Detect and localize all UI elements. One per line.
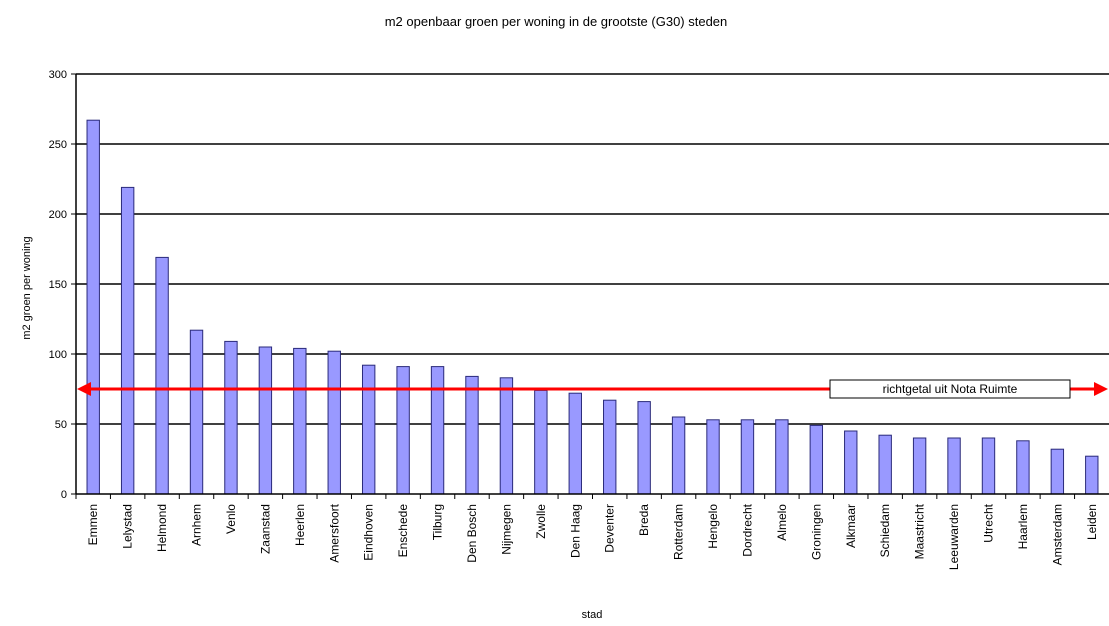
y-tick-label: 250	[49, 139, 67, 151]
bar	[568, 392, 582, 495]
reference-arrow-left-icon	[77, 382, 91, 396]
x-axis-category-labels: Emmen Lelystad Helmond Arnhem Venlo Zaanstad H…	[75, 494, 1099, 570]
x-category-label: Schiedam	[878, 504, 892, 557]
x-category-label: Almelo	[775, 504, 789, 541]
x-category-label: Rotterdam	[672, 504, 686, 560]
bar	[844, 430, 858, 495]
bar	[155, 256, 169, 495]
x-category-label: Breda	[637, 504, 651, 536]
bar	[809, 424, 824, 495]
x-category-label: Amersfoort	[327, 503, 341, 562]
bar	[189, 329, 204, 495]
x-axis-title: stad	[582, 609, 603, 621]
bar	[740, 419, 755, 495]
y-tick-label: 300	[49, 69, 67, 81]
bar	[671, 416, 686, 495]
bar	[430, 366, 445, 495]
bars	[86, 119, 1099, 495]
bar	[1085, 455, 1099, 495]
x-category-label: Zwolle	[534, 504, 548, 539]
x-category-label: Eindhoven	[362, 504, 376, 561]
x-category-label: Emmen	[86, 504, 100, 545]
reference-label: richtgetal uit Nota Ruimte	[883, 382, 1018, 396]
x-category-label: Heerlen	[293, 504, 307, 546]
y-tick-label: 200	[49, 209, 67, 221]
reference-line-group: richtgetal uit Nota Ruimte	[77, 379, 1108, 399]
bar	[637, 401, 651, 495]
reference-arrow-right-icon	[1094, 382, 1108, 396]
x-category-label: Tilburg	[431, 504, 445, 540]
gridlines	[76, 73, 1109, 425]
bar	[1050, 448, 1065, 495]
reference-label-box	[829, 379, 1071, 399]
x-category-label: Leiden	[1085, 504, 1099, 540]
x-category-label: Hengelo	[706, 504, 720, 549]
x-category-label: Dordrecht	[740, 503, 754, 556]
y-tick-label: 50	[55, 419, 67, 431]
bar	[120, 186, 135, 495]
bar	[86, 119, 100, 495]
bar	[947, 437, 961, 495]
x-category-label: Den Haag	[568, 504, 582, 558]
bar	[775, 419, 789, 495]
y-axis-ticks: 0 50 100 150 200 250 300	[49, 69, 76, 501]
bar	[396, 366, 410, 495]
bar	[1016, 440, 1030, 495]
bar	[981, 437, 996, 495]
x-category-label: Maastricht	[913, 503, 927, 559]
x-category-label: Utrecht	[981, 503, 995, 542]
x-category-label: Helmond	[155, 504, 169, 552]
x-category-label: Deventer	[603, 504, 617, 553]
x-category-label: Venlo	[224, 504, 238, 534]
bar	[465, 375, 479, 495]
bar	[603, 399, 617, 495]
bar	[293, 347, 307, 495]
bar	[878, 434, 892, 495]
x-category-label: Den Bosch	[465, 504, 479, 563]
x-category-label: Enschede	[396, 504, 410, 558]
chart-title: m2 openbaar groen per woning in de groot…	[385, 14, 728, 29]
bar	[327, 350, 341, 495]
bar	[499, 377, 514, 495]
y-tick-label: 150	[49, 279, 67, 291]
x-category-label: Amsterdam	[1050, 504, 1064, 565]
bar	[258, 346, 273, 495]
x-category-label: Groningen	[809, 504, 823, 560]
bar	[361, 364, 376, 495]
x-category-label: Leeuwarden	[947, 504, 961, 570]
bar	[706, 419, 720, 495]
x-category-label: Lelystad	[121, 504, 135, 549]
x-category-label: Nijmegen	[499, 504, 513, 555]
y-tick-label: 100	[49, 349, 67, 361]
bar	[912, 437, 927, 495]
y-axis-title: m2 groen per woning	[21, 236, 33, 339]
x-category-label: Zaanstad	[258, 504, 272, 554]
y-tick-label: 0	[61, 489, 67, 501]
x-category-label: Haarlem	[1016, 504, 1030, 549]
bar	[534, 389, 548, 495]
x-category-label: Alkmaar	[844, 504, 858, 548]
x-category-label: Arnhem	[190, 504, 204, 546]
bar	[224, 340, 238, 495]
